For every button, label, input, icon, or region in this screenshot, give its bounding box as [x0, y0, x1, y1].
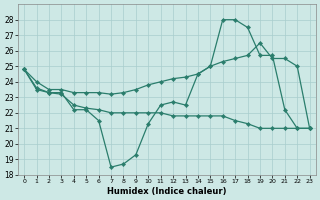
X-axis label: Humidex (Indice chaleur): Humidex (Indice chaleur) — [107, 187, 227, 196]
